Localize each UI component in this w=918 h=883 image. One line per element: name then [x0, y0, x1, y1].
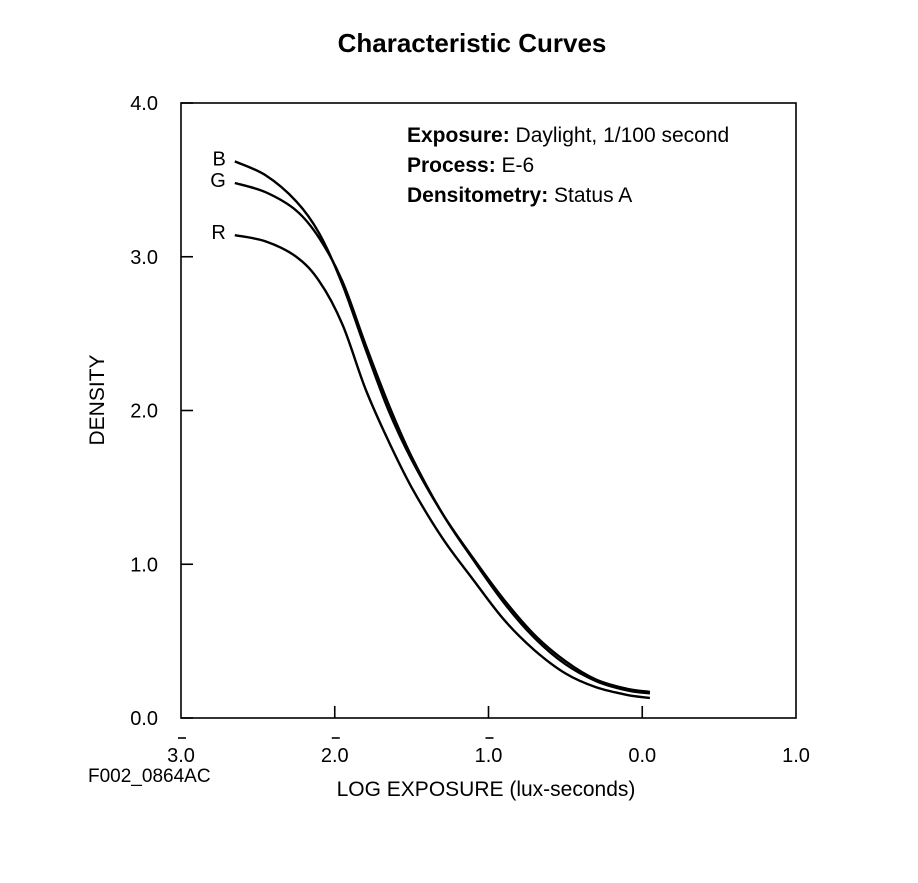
annotation-line: Process: E-6 — [407, 154, 534, 177]
x-tick-label: 3.0 — [167, 745, 195, 767]
annotation-key: Densitometry: — [407, 184, 548, 207]
x-axis-label: LOG EXPOSURE (lux-seconds) — [337, 778, 636, 801]
x-axis: 3.0 2.0 1.0 0.0 1.0 — [167, 706, 810, 767]
annotation-value: E-6 — [496, 154, 535, 177]
annotation-line: Densitometry: Status A — [407, 184, 632, 207]
curve-r — [234, 234, 651, 700]
y-axis: 0.0 1.0 2.0 3.0 4.0 — [130, 93, 193, 730]
chart-title: Characteristic Curves — [338, 28, 607, 58]
y-tick-label: 4.0 — [130, 93, 158, 115]
curve-g — [234, 181, 651, 695]
y-axis-label: DENSITY — [86, 354, 109, 445]
annotation-key: Process: — [407, 154, 496, 177]
series-label-r: R — [211, 222, 225, 244]
x-tick-label: 2.0 — [321, 745, 349, 767]
y-tick-label: 2.0 — [130, 401, 158, 423]
annotation-line: Exposure: Daylight, 1/100 second — [407, 124, 729, 147]
series-label-b: B — [212, 148, 225, 170]
curves — [234, 160, 651, 700]
series-label-g: G — [210, 170, 226, 192]
y-tick-label: 1.0 — [130, 554, 158, 576]
figure-id: F002_0864AC — [88, 766, 211, 787]
curve-b — [234, 160, 651, 694]
annotation-key: Exposure: — [407, 124, 510, 147]
annotation-box: Exposure: Daylight, 1/100 second Process:… — [407, 124, 729, 207]
x-tick-label: 0.0 — [628, 745, 656, 767]
x-tick-label: 1.0 — [782, 745, 810, 767]
annotation-value: Daylight, 1/100 second — [510, 124, 729, 147]
y-tick-label: 3.0 — [130, 247, 158, 269]
y-tick-label: 0.0 — [130, 708, 158, 730]
x-tick-label: 1.0 — [475, 745, 503, 767]
annotation-value: Status A — [548, 184, 632, 207]
series-labels: BG R — [210, 148, 226, 244]
